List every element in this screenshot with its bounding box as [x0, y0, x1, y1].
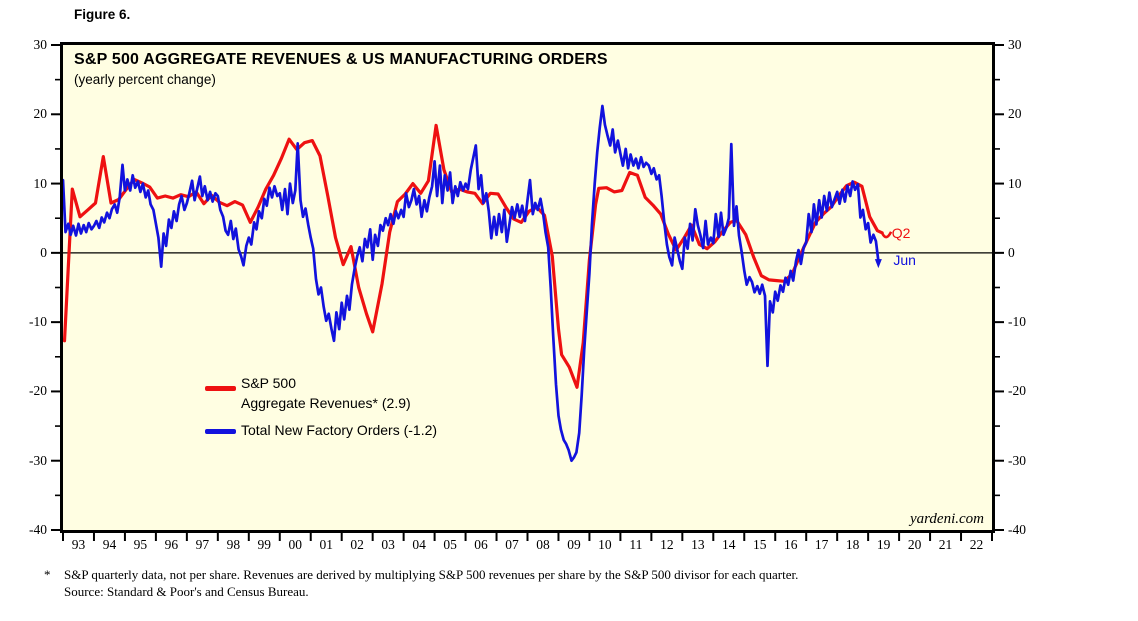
x-axis-label: 11	[629, 537, 643, 552]
y-axis-label-left: 20	[33, 106, 48, 122]
figure-label: Figure 6.	[74, 7, 131, 22]
y-axis-label-left: -10	[29, 314, 47, 330]
series-line-revenues	[63, 123, 884, 389]
y-axis-label-right: 0	[1008, 244, 1015, 260]
y-axis-label-left: -30	[29, 452, 47, 468]
x-axis-label: 20	[907, 537, 922, 552]
footnote-asterisk: *	[44, 567, 51, 582]
x-axis-label: 01	[319, 537, 333, 552]
x-axis-label: 18	[845, 537, 860, 552]
x-axis-label: 94	[102, 537, 117, 552]
legend-label-revenues-line2: Aggregate Revenues* (2.9)	[241, 395, 411, 411]
legend-label-orders: Total New Factory Orders (-1.2)	[241, 422, 438, 438]
x-axis-label: 97	[195, 537, 210, 552]
x-axis-label: 04	[412, 537, 426, 552]
y-axis-label-right: 30	[1008, 37, 1022, 52]
x-axis-label: 10	[598, 537, 612, 552]
x-axis-label: 98	[226, 537, 241, 552]
x-axis-label: 19	[876, 537, 891, 552]
annotation-jun-arrow-icon	[874, 259, 882, 269]
chart-subtitle: (yearly percent change)	[74, 72, 216, 87]
y-axis-label-right: 10	[1008, 175, 1022, 191]
footnote: * S&P quarterly data, not per share. Rev…	[44, 567, 1024, 600]
x-axis-label: 16	[783, 537, 798, 552]
x-axis-label: 17	[814, 537, 829, 552]
x-axis-label: 14	[722, 537, 736, 552]
annotation-jun: Jun	[893, 252, 916, 269]
x-axis-label: 15	[753, 537, 767, 552]
series-line-orders	[63, 104, 880, 463]
x-axis-label: 93	[71, 537, 86, 552]
x-axis-label: 02	[350, 537, 364, 552]
y-axis-label-left: 30	[33, 37, 48, 52]
legend-swatch-revenues	[205, 386, 236, 391]
chart-title: S&P 500 AGGREGATE REVENUES & US MANUFACT…	[74, 51, 608, 68]
x-axis-label: 05	[443, 537, 457, 552]
annotation-q2: Q2	[891, 224, 911, 241]
x-axis-label: 03	[381, 537, 395, 552]
y-axis-label-right: -20	[1008, 383, 1026, 399]
y-axis-label-right: -10	[1008, 314, 1026, 330]
y-axis-label-left: 0	[40, 244, 47, 260]
y-axis-label-left: 10	[33, 175, 48, 191]
x-axis-label: 13	[691, 537, 705, 552]
x-axis-label: 99	[257, 537, 272, 552]
legend-swatch-orders	[205, 429, 236, 434]
x-axis-label: 22	[969, 537, 984, 552]
annotation-q2-connector	[880, 231, 893, 239]
x-axis-label: 21	[938, 537, 953, 552]
series-canvas	[63, 104, 992, 463]
y-axis-label-right: -30	[1008, 452, 1026, 468]
y-axis-label-left: -20	[29, 383, 47, 399]
x-axis-label: 96	[164, 537, 179, 552]
legend-label-revenues-line1: S&P 500	[241, 375, 297, 391]
y-axis-label-right: -40	[1008, 522, 1026, 537]
y-axis-label-left: -40	[29, 522, 47, 537]
footnote-line1: S&P quarterly data, not per share. Reven…	[64, 567, 799, 582]
x-axis-label: 08	[536, 537, 550, 552]
x-axis-label: 07	[505, 537, 519, 552]
x-axis-label: 12	[660, 537, 674, 552]
y-axis-label-right: 20	[1008, 106, 1022, 122]
plot-area: S&P 500 AGGREGATE REVENUES & US MANUFACT…	[60, 42, 995, 533]
x-axis-label: 95	[133, 537, 148, 552]
legend-label-revenues: S&P 500 Aggregate Revenues* (2.9)	[241, 373, 411, 413]
x-axis-label: 09	[567, 537, 581, 552]
footnote-line2: Source: Standard & Poor's and Census Bur…	[64, 583, 309, 599]
x-axis-label: 00	[288, 537, 303, 552]
x-axis-label: 06	[474, 537, 488, 552]
watermark-yardeni: yardeni.com	[909, 511, 984, 527]
